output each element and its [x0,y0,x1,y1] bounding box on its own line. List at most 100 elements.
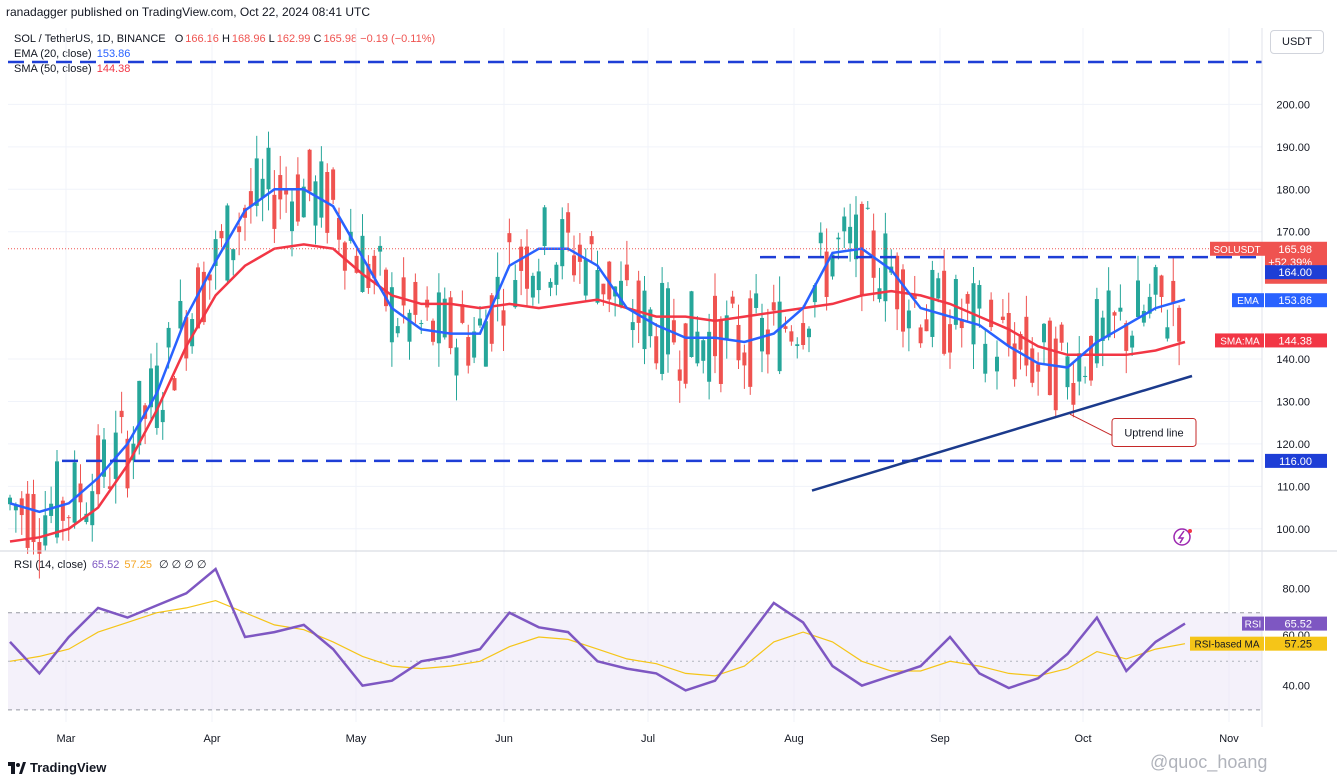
candle-body [595,270,600,303]
candle-body [284,189,289,195]
sma-legend[interactable]: SMA (50, close) 144.38 [14,62,130,76]
candle-body [454,347,459,376]
sma-badge-text: 144.38 [1278,335,1312,347]
candle-body [677,369,682,381]
candle-body [530,275,535,298]
rsi-legend-label: RSI (14, close) [14,559,87,571]
open-value: 166.16 [185,33,219,45]
candles [8,131,1182,579]
candle-body [713,295,717,357]
candle-body [196,267,200,329]
rsi-ma-tag: RSI-based MA [1194,640,1259,651]
candle-body [848,226,853,244]
candle-body [542,207,547,247]
price-tick-label: 100.00 [1276,524,1310,536]
sma-tag-bg [1215,333,1264,348]
tradingview-brand: TradingView [30,760,107,775]
price-tick-label: 110.00 [1277,481,1310,493]
candle-body [807,328,811,338]
candle-body [1059,324,1064,343]
candle-body [272,194,277,229]
candle-body [466,337,471,366]
candle-body [84,513,89,523]
ema-tag: EMA [1237,296,1259,307]
candle-body [19,498,24,516]
candle-body [507,233,512,243]
candle-body [589,236,594,245]
candle-body [1112,312,1117,316]
level-low-badge: 116.00 [1265,453,1327,468]
candle-body [1147,296,1152,314]
candle-body [859,203,864,295]
candle-body [360,235,365,292]
ema-legend[interactable]: EMA (20, close) 153.86 [14,47,130,61]
candle-body [478,318,482,326]
candle-body [1006,313,1011,346]
candle-body [419,323,424,325]
rsi-line [9,566,1186,692]
rsi-ma-badge-bg [1265,636,1327,651]
candle-body [912,295,917,300]
candle-body [107,486,112,489]
uptrend-line [811,374,1193,492]
candle-body [166,327,171,348]
candle-body [660,282,665,374]
high-value: 168.96 [231,33,266,45]
price-tick-label: 130.00 [1276,396,1310,408]
candle-body [8,497,12,505]
candle-body [1089,335,1093,381]
level-mid-badge-bg [1265,265,1327,280]
candle-body [965,294,970,304]
candle-body [37,542,42,554]
tradingview-logo[interactable]: TradingView [8,760,106,775]
candle-body [742,352,747,366]
candle-body [219,230,224,239]
candle-body [43,515,48,546]
candle-body [60,500,65,521]
candle-body [1047,320,1052,396]
candle-body [407,312,412,342]
candle-body [607,261,612,300]
candle-body [948,324,952,353]
rsi-legend[interactable]: RSI (14, close) 65.52 57.25 ∅ ∅ ∅ ∅ [14,558,207,572]
candle-body [483,321,488,367]
candle-body [1124,323,1129,351]
candle-body [378,245,383,252]
candle-body [184,317,189,359]
candle-body [842,216,847,232]
price-tick-label: 180.00 [1276,184,1310,196]
candle-body [413,281,418,315]
candle-body [730,296,735,304]
candle-body [460,304,465,323]
lightning-icon-bolt [1177,530,1185,544]
candle-body [66,517,71,519]
candle-body [31,494,36,543]
price-tick-label: 170.00 [1276,227,1310,239]
candle-body [1036,364,1041,372]
ema-legend-label: EMA (20, close) [14,48,92,60]
candle-body [248,191,253,207]
symbol-label: SOL / TetherUS, 1D, BINANCE [14,33,166,45]
lightning-icon [1173,528,1192,546]
candle-body [583,259,588,296]
rsi-ma-tag-bg [1190,636,1264,651]
symbol-badge-bg [1210,241,1265,256]
candle-body [771,302,776,311]
candle-body [295,174,300,222]
candle-body [160,409,165,423]
time-tick-label: Oct [1074,733,1091,745]
candle-body [137,380,142,446]
rsi-null-values: ∅ ∅ ∅ ∅ [159,559,207,571]
price-tick-label: 190.00 [1276,142,1310,154]
currency-unit-button[interactable]: USDT [1270,30,1324,54]
candle-body [836,237,841,240]
sma-badge: 144.38 [1265,333,1327,348]
candle-body [560,219,565,267]
candle-body [724,315,729,340]
candle-body [601,283,606,295]
candle-body [548,281,553,288]
candle-body [49,503,54,516]
candle-body [689,291,694,357]
candle-body [1024,316,1029,366]
